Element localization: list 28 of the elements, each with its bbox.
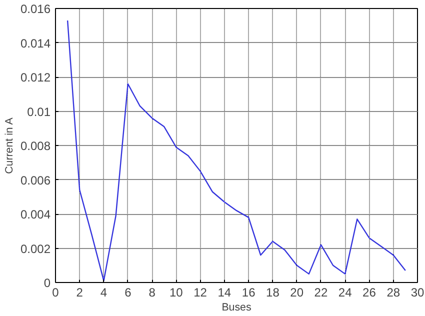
x-tick-label: 28 — [386, 286, 400, 300]
x-axis-title: Buses — [222, 302, 252, 314]
line-series — [66, 20, 406, 282]
x-tick-label: 30 — [410, 286, 424, 300]
x-tick-label: 22 — [314, 286, 328, 300]
x-tick-label: 12 — [194, 286, 208, 300]
x-tick-label: 16 — [242, 286, 256, 300]
x-tick-label: 6 — [124, 286, 132, 300]
y-tick-label: 0.014 — [20, 36, 51, 50]
x-tick-label: 10 — [169, 286, 184, 300]
y-tick-label: 0.004 — [20, 208, 51, 222]
y-tick-label: 0.002 — [20, 242, 51, 256]
y-tick-label: 0.012 — [20, 70, 51, 84]
y-tick-label: 0.01 — [27, 104, 51, 119]
y-axis-title: Current in A — [3, 116, 16, 174]
x-tick-label: 14 — [218, 286, 232, 300]
x-tick-label: 2 — [76, 286, 84, 300]
y-tick-label: 0.008 — [20, 139, 51, 153]
x-tick-label: 4 — [100, 286, 108, 300]
x-tick-label: 26 — [362, 286, 376, 300]
x-tick-label: 18 — [266, 286, 280, 300]
y-tick-label: 0.016 — [20, 2, 51, 16]
x-tick-label: 24 — [338, 286, 352, 300]
x-tick-label: 8 — [148, 286, 156, 300]
y-tick-label: 0 — [44, 276, 51, 290]
x-tick-label: 0 — [52, 286, 60, 300]
y-tick-label: 0.006 — [20, 173, 51, 188]
x-tick-label: 20 — [290, 286, 304, 300]
